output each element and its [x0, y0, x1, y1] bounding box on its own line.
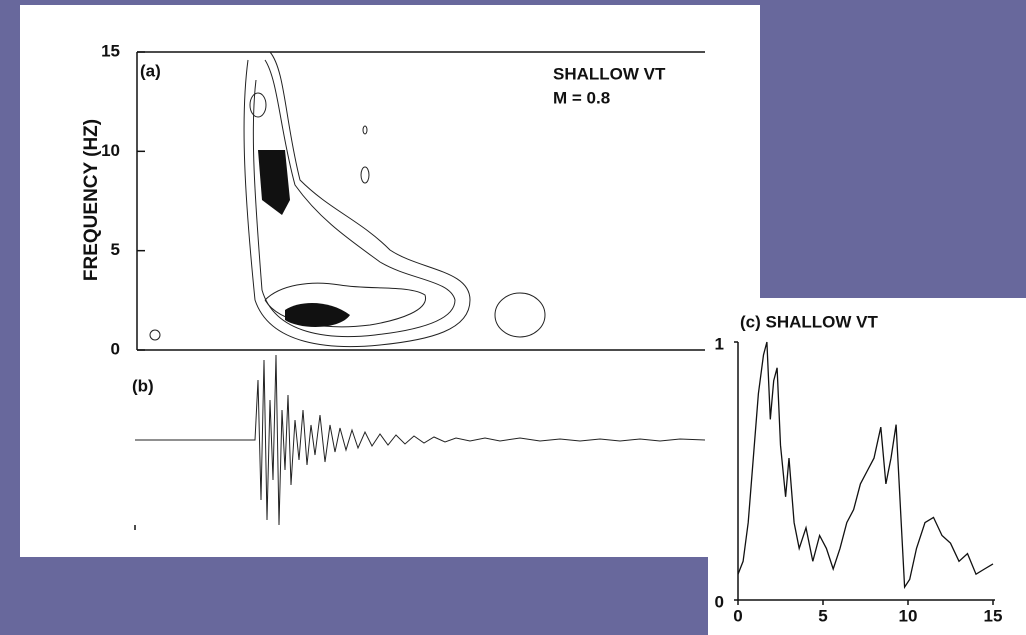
contour-core — [285, 303, 350, 327]
annotation: M = 0.8 — [553, 88, 610, 107]
contour — [360, 166, 370, 184]
panel-label: (a) — [140, 61, 161, 80]
contour — [252, 59, 456, 337]
contours — [136, 51, 705, 351]
y-tick-label: 0 — [715, 592, 724, 611]
y-tick-label: 5 — [111, 240, 120, 259]
seismogram — [135, 354, 706, 526]
contour — [362, 125, 368, 135]
y-axis-label: FREQUENCY (HZ) — [81, 119, 102, 281]
spectrum-line — [737, 341, 994, 590]
contour — [243, 51, 471, 347]
y-tick-label: 0 — [111, 339, 120, 358]
main-panel — [20, 5, 760, 557]
x-tick-label: 15 — [984, 606, 1003, 625]
y-tick-label: 1 — [715, 334, 724, 353]
chart-title: (c) SHALLOW VT — [740, 312, 878, 331]
x-tick-label: 5 — [818, 606, 827, 625]
x-tick-label: 0 — [733, 606, 742, 625]
annotation: SHALLOW VT — [553, 64, 666, 83]
inset-panel — [708, 298, 1026, 635]
contour — [249, 92, 267, 118]
contour — [149, 329, 161, 341]
y-tick-label: 15 — [101, 41, 120, 60]
x-tick-label: 10 — [899, 606, 918, 625]
panel-label: (b) — [132, 376, 154, 395]
y-tick-label: 10 — [101, 141, 120, 160]
contour — [494, 292, 546, 338]
contour-core — [258, 150, 290, 215]
